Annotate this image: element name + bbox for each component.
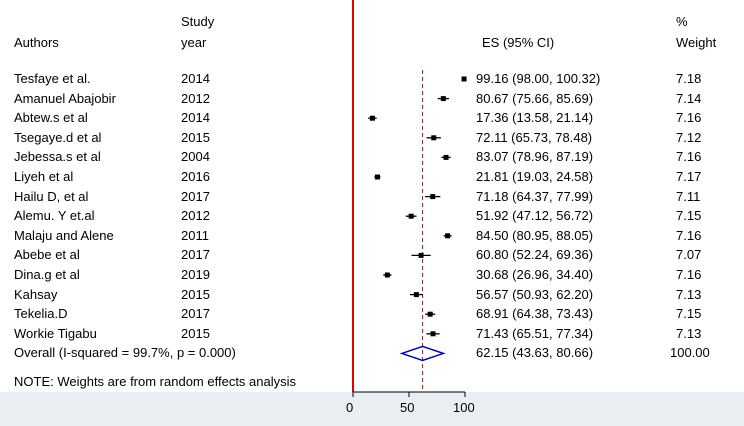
study-weight: 7.18 xyxy=(676,71,702,86)
point-estimate xyxy=(374,174,380,180)
study-es: 68.91 (64.38, 73.43) xyxy=(476,306,594,321)
point-estimate xyxy=(440,96,446,102)
study-es: 17.36 (13.58, 21.14) xyxy=(476,110,594,125)
point-estimate xyxy=(430,331,436,337)
es-header: ES (95% CI) xyxy=(482,35,555,50)
x-axis-band xyxy=(0,392,744,426)
weight-header: Weight xyxy=(676,35,717,50)
study-es: 51.92 (47.12, 56.72) xyxy=(476,208,594,223)
study-author: Alemu. Y et.al xyxy=(14,208,95,223)
study-author: Tsegaye.d et al xyxy=(14,130,102,145)
authors-header: Authors xyxy=(14,35,59,50)
study-year: 2016 xyxy=(181,169,210,184)
point-estimate xyxy=(384,272,390,278)
x-tick-label: 50 xyxy=(400,400,415,415)
point-estimate xyxy=(427,311,433,317)
overall-label: Overall (I-squared = 99.7%, p = 0.000) xyxy=(14,345,236,360)
point-estimate xyxy=(445,233,451,239)
study-author: Malaju and Alene xyxy=(14,228,114,243)
study-author: Tesfaye et al. xyxy=(14,71,91,86)
study-es: 21.81 (19.03, 24.58) xyxy=(476,169,594,184)
study-author: Jebessa.s et al xyxy=(14,149,101,164)
plot-area xyxy=(0,0,744,392)
study-year: 2012 xyxy=(181,208,210,223)
point-estimate xyxy=(430,194,436,200)
study-year: 2019 xyxy=(181,267,210,282)
study-header: Study xyxy=(181,14,215,29)
study-es: 84.50 (80.95, 88.05) xyxy=(476,228,594,243)
study-year: 2011 xyxy=(181,228,209,243)
weights-note: NOTE: Weights are from random effects an… xyxy=(14,374,297,389)
study-year: 2015 xyxy=(181,326,210,341)
study-weight: 7.15 xyxy=(676,306,702,321)
study-year: 2017 xyxy=(181,306,210,321)
study-year: 2017 xyxy=(181,247,210,262)
study-author: Abtew.s et al xyxy=(14,110,88,125)
study-es: 83.07 (78.96, 87.19) xyxy=(476,149,594,164)
study-year: 2004 xyxy=(181,149,210,164)
study-weight: 7.16 xyxy=(676,149,702,164)
study-es: 99.16 (98.00, 100.32) xyxy=(476,71,601,86)
study-author: Amanuel Abajobir xyxy=(14,91,116,106)
study-year: 2012 xyxy=(181,91,210,106)
study-author: Workie Tigabu xyxy=(14,326,97,341)
percent-header: % xyxy=(676,14,688,29)
study-weight: 7.13 xyxy=(676,326,702,341)
study-es: 30.68 (26.96, 34.40) xyxy=(476,267,594,282)
study-author: Tekelia.D xyxy=(14,306,68,321)
study-es: 80.67 (75.66, 85.69) xyxy=(476,91,594,106)
study-weight: 7.14 xyxy=(676,91,702,106)
overall-weight: 100.00 xyxy=(670,345,710,360)
study-year: 2015 xyxy=(181,130,210,145)
study-weight: 7.12 xyxy=(676,130,702,145)
study-weight: 7.13 xyxy=(676,287,702,302)
study-weight: 7.15 xyxy=(676,208,702,223)
study-es: 60.80 (52.24, 69.36) xyxy=(476,247,594,262)
study-weight: 7.16 xyxy=(676,110,702,125)
point-estimate xyxy=(413,292,419,298)
study-year: 2014 xyxy=(181,110,210,125)
study-author: Hailu D, et al xyxy=(14,189,89,204)
study-author: Kahsay xyxy=(14,287,58,302)
study-es: 71.18 (64.37, 77.99) xyxy=(476,189,594,204)
x-tick-label: 0 xyxy=(346,400,354,415)
overall-es: 62.15 (43.63, 80.66) xyxy=(476,345,594,360)
study-weight: 7.07 xyxy=(676,247,702,262)
study-year: 2017 xyxy=(181,189,210,204)
overall-diamond xyxy=(399,345,446,362)
year-header: year xyxy=(181,35,207,50)
point-estimate xyxy=(443,154,449,160)
point-estimate xyxy=(461,76,467,82)
study-author: Abebe et al xyxy=(14,247,80,262)
point-estimate xyxy=(418,252,424,258)
study-weight: 7.17 xyxy=(676,169,702,184)
study-author: Dina.g et al xyxy=(14,267,80,282)
point-estimate xyxy=(408,213,414,219)
point-estimate xyxy=(369,115,375,121)
study-es: 56.57 (50.93, 62.20) xyxy=(476,287,594,302)
point-estimate xyxy=(431,135,437,141)
study-year: 2015 xyxy=(181,287,210,302)
study-es: 72.11 (65.73, 78.48) xyxy=(476,130,593,145)
study-weight: 7.11 xyxy=(676,189,701,204)
study-weight: 7.16 xyxy=(676,267,702,282)
study-author: Liyeh et al xyxy=(14,169,74,184)
study-year: 2014 xyxy=(181,71,210,86)
x-tick-label: 100 xyxy=(453,400,475,415)
study-weight: 7.16 xyxy=(676,228,702,243)
study-es: 71.43 (65.51, 77.34) xyxy=(476,326,594,341)
